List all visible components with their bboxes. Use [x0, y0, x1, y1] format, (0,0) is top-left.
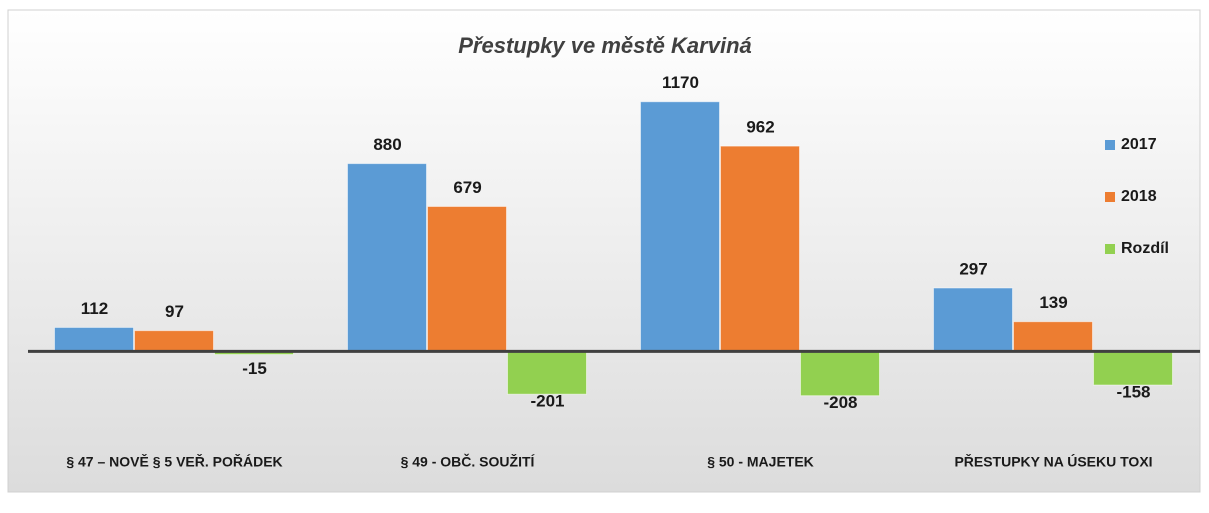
- legend-swatch: [1105, 192, 1115, 202]
- bar: [720, 145, 800, 352]
- data-label: 112: [81, 299, 108, 318]
- data-label: 679: [453, 178, 481, 197]
- data-label: 880: [373, 135, 401, 154]
- bar: [507, 350, 587, 395]
- bar: [800, 350, 880, 397]
- data-label: 297: [959, 259, 987, 278]
- legend-swatch: [1105, 244, 1115, 254]
- x-tick-label: § 50 - MAJETEK: [707, 454, 814, 470]
- data-label: 139: [1039, 293, 1067, 312]
- data-label: -208: [823, 393, 857, 412]
- x-tick-label: § 49 - OBČ. SOUŽITÍ: [401, 453, 536, 470]
- data-label: -201: [530, 392, 564, 411]
- bar: [347, 163, 427, 352]
- bar: [933, 287, 1013, 352]
- data-label: 1170: [662, 73, 699, 92]
- legend-label: 2017: [1121, 136, 1157, 153]
- data-label: 962: [746, 118, 774, 137]
- data-label: -15: [242, 359, 267, 378]
- x-tick-label: § 47 – NOVĚ § 5 VEŘ. POŘÁDEK: [66, 453, 282, 470]
- bar: [54, 326, 134, 352]
- bar: [1093, 350, 1173, 386]
- legend-label: Rozdíl: [1121, 240, 1169, 257]
- bar: [1013, 321, 1093, 352]
- bar: [134, 330, 214, 352]
- x-tick-label: PŘESTUPKY NA ÚSEKU TOXI: [954, 453, 1152, 470]
- legend-swatch: [1105, 140, 1115, 150]
- legend-label: 2018: [1121, 188, 1157, 205]
- bar: [427, 205, 507, 352]
- data-label: -158: [1116, 383, 1150, 402]
- chart-frame: [7, 9, 1201, 493]
- chart-title: Přestupky ve městě Karviná: [458, 33, 752, 58]
- data-label: 97: [165, 302, 184, 321]
- bar: [640, 101, 720, 352]
